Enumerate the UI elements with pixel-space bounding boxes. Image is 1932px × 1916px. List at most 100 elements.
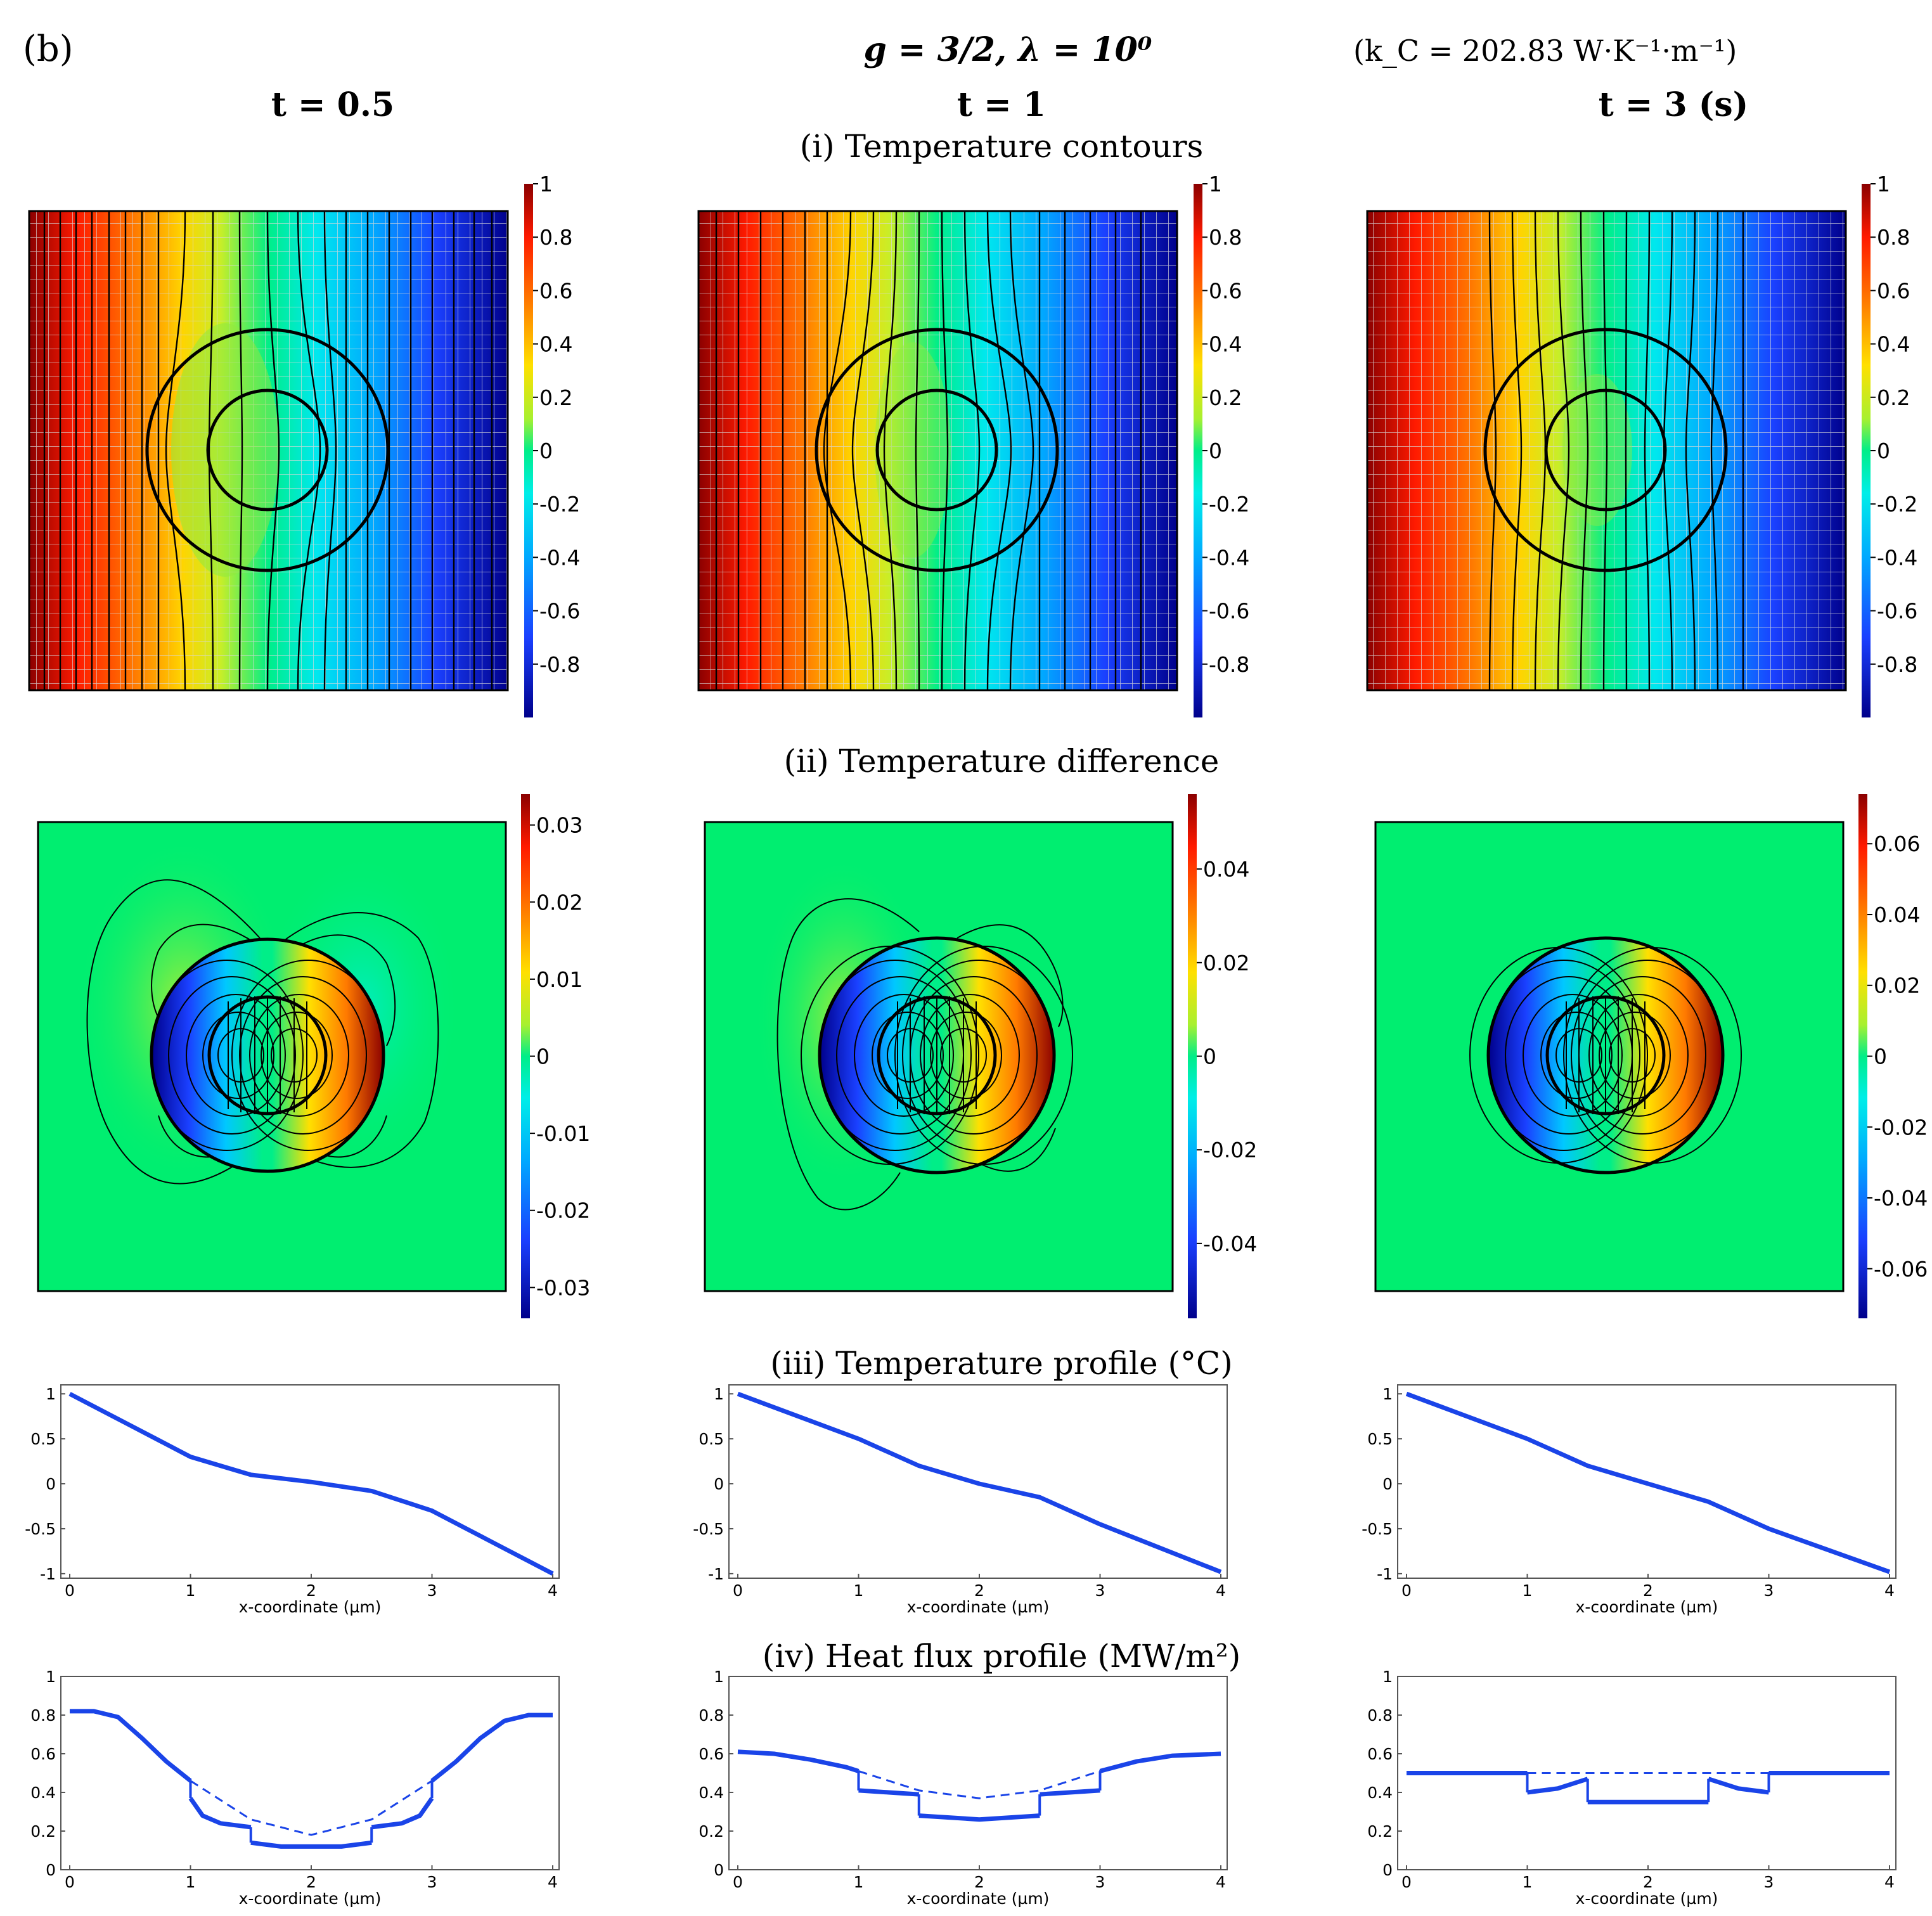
colorbar-tick-label: -0.8 — [1209, 652, 1249, 677]
outer-boundary — [815, 328, 1059, 572]
contour-plot-t1 — [697, 210, 1178, 691]
colorbar-tick-label: 0.4 — [539, 332, 572, 357]
difference-plot-t1 — [704, 821, 1174, 1292]
y-tick-label: 0.8 — [30, 1706, 56, 1725]
plot-frame — [28, 210, 509, 691]
colorbar-tick-label: 0.03 — [536, 813, 583, 838]
temperature-profile-t3: 1 0.5 0 -0.5 -1 0 1 2 3 4 x-coordinate (µm) — [1362, 1384, 1897, 1616]
y-tick-label: 0.4 — [30, 1784, 56, 1802]
colorbar-tick-label: 0.8 — [539, 225, 572, 250]
x-tick-label: 0 — [65, 1873, 75, 1891]
series-solid-segment — [1099, 1751, 1221, 1773]
x-tick-label: 3 — [427, 1873, 437, 1891]
y-tick-label: 0.6 — [30, 1745, 56, 1763]
colorbar-tick-label: 0 — [1209, 439, 1222, 463]
x-tick-label: 4 — [548, 1873, 558, 1891]
colorbar-tick-label: -0.01 — [536, 1121, 590, 1146]
series-solid-segment — [858, 1788, 920, 1797]
series-solid-segment — [1040, 1788, 1100, 1797]
isotherms — [715, 210, 1142, 691]
x-tick-label: 4 — [1216, 1873, 1226, 1891]
heat-flux-profile-t05: 1 0.8 0.6 0.4 0.2 00 1 2 3 4 x-coordinate (µm) — [30, 1668, 560, 1908]
x-tick-label: 4 — [1216, 1581, 1226, 1600]
colorbar-tick-label: -0.2 — [539, 492, 580, 517]
y-tick-label: 0.5 — [1367, 1430, 1393, 1448]
colorbar-tick-label: 0.01 — [536, 967, 583, 992]
conductivity-label: (k_C = 202.83 W·K⁻¹·m⁻¹) — [1353, 34, 1737, 68]
series-solid-segment — [1527, 1777, 1588, 1795]
colorbar-tick-label: -0.6 — [1209, 599, 1249, 624]
outer-boundary — [150, 937, 385, 1173]
time-label-t05: t = 0.5 — [271, 86, 394, 124]
y-tick-label: 0.8 — [1367, 1706, 1393, 1725]
x-axis-label: x-coordinate (µm) — [239, 1598, 382, 1616]
outer-boundary — [145, 328, 390, 572]
x-tick-label: 4 — [1884, 1873, 1895, 1891]
x-tick-label: 1 — [854, 1581, 864, 1600]
inner-boundary — [206, 389, 329, 511]
y-tick-label: -1 — [1377, 1565, 1393, 1583]
x-axis-label: x-coordinate (µm) — [1576, 1889, 1718, 1908]
series-line — [1405, 1391, 1891, 1574]
colorbar-tick-label: 0.8 — [1877, 225, 1910, 250]
series-solid-segment — [430, 1713, 553, 1783]
y-tick-label: -1 — [40, 1565, 56, 1583]
x-tick-label: 3 — [1095, 1581, 1105, 1600]
row-title-heat-flux-profile: (iv) Heat flux profile (MW/m²) — [763, 1638, 1241, 1675]
colorbar-tick-label: 0 — [1874, 1045, 1887, 1069]
plot-frame — [728, 1676, 1228, 1870]
x-tick-label: 2 — [974, 1873, 984, 1891]
plot-frame — [697, 210, 1178, 691]
x-axis-label: x-coordinate (µm) — [1576, 1598, 1718, 1616]
colorbar-tick-label: 0.2 — [539, 385, 572, 410]
colorbar-gradient — [521, 794, 530, 1318]
colorbar-difference-t3: 0.06 0.04 0.02 0 -0.02 -0.04 -0.06 — [1858, 794, 1928, 1318]
x-tick-label: 2 — [306, 1873, 316, 1891]
series-solid-segment — [70, 1709, 192, 1783]
row-title-difference: (ii) Temperature difference — [784, 743, 1220, 780]
colorbar-contour-t1: 1 0.8 0.6 0.4 0.2 0 -0.2 -0.4 -0.6 -0.8 — [1194, 172, 1249, 717]
colorbar-tick-label: -0.06 — [1874, 1257, 1928, 1282]
y-tick-label: 0.4 — [699, 1784, 724, 1802]
colorbar-tick-label: -0.8 — [539, 652, 580, 677]
colorbar-tick-label: -0.4 — [539, 545, 580, 570]
inclusion-tint — [171, 323, 279, 577]
colorbar-tick-label: -0.2 — [1877, 492, 1917, 517]
colorbar-tick-label: -0.04 — [1874, 1186, 1928, 1211]
y-tick-label: -0.5 — [1362, 1520, 1393, 1538]
x-tick-label: 0 — [1401, 1581, 1412, 1600]
inner-boundary — [877, 995, 997, 1116]
colorbar-tick-label: 0.04 — [1203, 857, 1249, 882]
time-label-t1: t = 1 — [957, 86, 1046, 124]
x-tick-label: 0 — [1401, 1873, 1412, 1891]
y-tick-label: -1 — [708, 1565, 724, 1583]
panel-letter: (b) — [23, 29, 74, 70]
outer-boundary — [818, 936, 1056, 1174]
colorbar-gradient — [524, 184, 533, 717]
colorbar-tick-label: 0.02 — [536, 890, 583, 915]
header: (b) g = 3/2, λ = 10⁰ (k_C = 202.83 W·K⁻¹… — [23, 29, 1748, 124]
series-dashed — [190, 1780, 433, 1836]
x-tick-label: 0 — [733, 1581, 743, 1600]
colorbar-gradient — [1188, 794, 1197, 1318]
y-tick-label: 0 — [1382, 1475, 1393, 1493]
y-tick-label: 0 — [46, 1475, 56, 1493]
x-tick-label: 3 — [1095, 1873, 1105, 1891]
x-axis-label: x-coordinate (µm) — [907, 1598, 1050, 1616]
plot-frame — [60, 1676, 560, 1870]
isotherms — [43, 210, 493, 691]
y-tick-label: 1 — [1382, 1385, 1393, 1403]
row-title-temperature-profile: (iii) Temperature profile (°C) — [770, 1345, 1232, 1382]
y-tick-label: 0.6 — [1367, 1745, 1393, 1763]
y-tick-label: 0.2 — [30, 1822, 56, 1841]
colorbar-tick-label: -0.04 — [1203, 1231, 1257, 1256]
far-contours — [86, 879, 439, 1185]
x-tick-label: 4 — [1884, 1581, 1895, 1600]
inner-boundary — [1544, 389, 1667, 511]
inclusion-tint — [875, 342, 951, 558]
parameter-label: g = 3/2, λ = 10⁰ — [863, 30, 1152, 69]
colorbar-difference-t1: 0.04 0.02 0 -0.02 -0.04 — [1188, 794, 1257, 1318]
temperature-profile-t1: 1 0.5 0 -0.5 -1 0 1 2 3 4 x-coordinate (µm) — [693, 1384, 1228, 1616]
x-axis-label: x-coordinate (µm) — [239, 1889, 382, 1908]
colorbar-tick-label: -0.02 — [536, 1199, 590, 1223]
